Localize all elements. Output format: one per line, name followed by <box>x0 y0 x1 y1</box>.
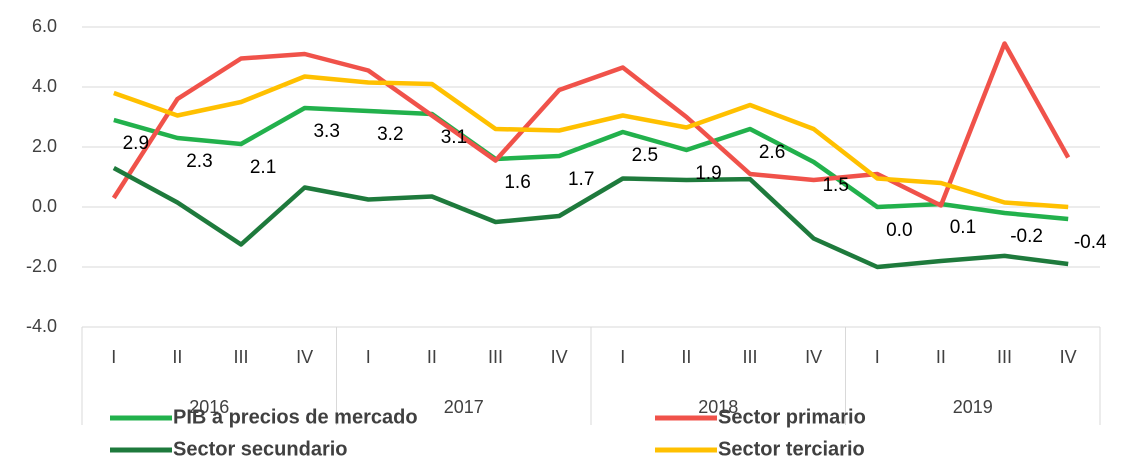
x-tick-label: II <box>427 347 437 367</box>
x-tick-label: IV <box>805 347 822 367</box>
y-tick-label: 6.0 <box>32 16 57 36</box>
x-tick-label: I <box>111 347 116 367</box>
y-tick-label: -4.0 <box>26 316 57 336</box>
data-label: 1.9 <box>695 163 721 184</box>
data-label: -0.2 <box>1010 226 1043 247</box>
x-tick-label: III <box>997 347 1012 367</box>
x-group-label: 2018 <box>698 397 738 417</box>
data-label: 2.5 <box>632 145 658 166</box>
y-tick-label: -2.0 <box>26 256 57 276</box>
data-label: 2.9 <box>123 133 149 154</box>
legend-label: Sector primario <box>718 406 866 428</box>
data-label: 2.3 <box>186 151 212 172</box>
x-tick-label: III <box>488 347 503 367</box>
y-tick-label: 0.0 <box>32 196 57 216</box>
x-tick-label: III <box>234 347 249 367</box>
x-group-label: 2019 <box>953 397 993 417</box>
series-line <box>111 41 1071 208</box>
x-tick-label: II <box>172 347 182 367</box>
legend-label: Sector terciario <box>718 438 865 460</box>
legend-label: PIB a precios de mercado <box>173 406 418 428</box>
data-label: 1.6 <box>504 172 530 193</box>
x-tick-label: IV <box>551 347 568 367</box>
data-label: 0.1 <box>950 217 976 238</box>
x-tick-label: I <box>366 347 371 367</box>
x-tick-label: II <box>681 347 691 367</box>
data-label: -0.4 <box>1074 232 1107 253</box>
y-tick-label: 4.0 <box>32 76 57 96</box>
x-tick-label: III <box>743 347 758 367</box>
data-label: 2.6 <box>759 142 785 163</box>
data-label: 1.5 <box>822 175 848 196</box>
series-line <box>113 74 1069 210</box>
x-tick-label: I <box>620 347 625 367</box>
data-label: 3.3 <box>313 121 339 142</box>
data-label: 3.1 <box>441 127 467 148</box>
x-group-label: 2016 <box>189 397 229 417</box>
legend-label: Sector secundario <box>173 438 348 460</box>
data-label: 0.0 <box>886 220 912 241</box>
data-label: 3.2 <box>377 124 403 145</box>
data-label: 1.7 <box>568 169 594 190</box>
x-group-label: 2017 <box>444 397 484 417</box>
x-tick-label: IV <box>296 347 313 367</box>
y-tick-label: 2.0 <box>32 136 57 156</box>
x-tick-label: IV <box>1060 347 1077 367</box>
x-tick-label: II <box>936 347 946 367</box>
series-line <box>113 105 1069 222</box>
series-line <box>112 166 1069 270</box>
data-label: 2.1 <box>250 157 276 178</box>
x-tick-label: I <box>875 347 880 367</box>
